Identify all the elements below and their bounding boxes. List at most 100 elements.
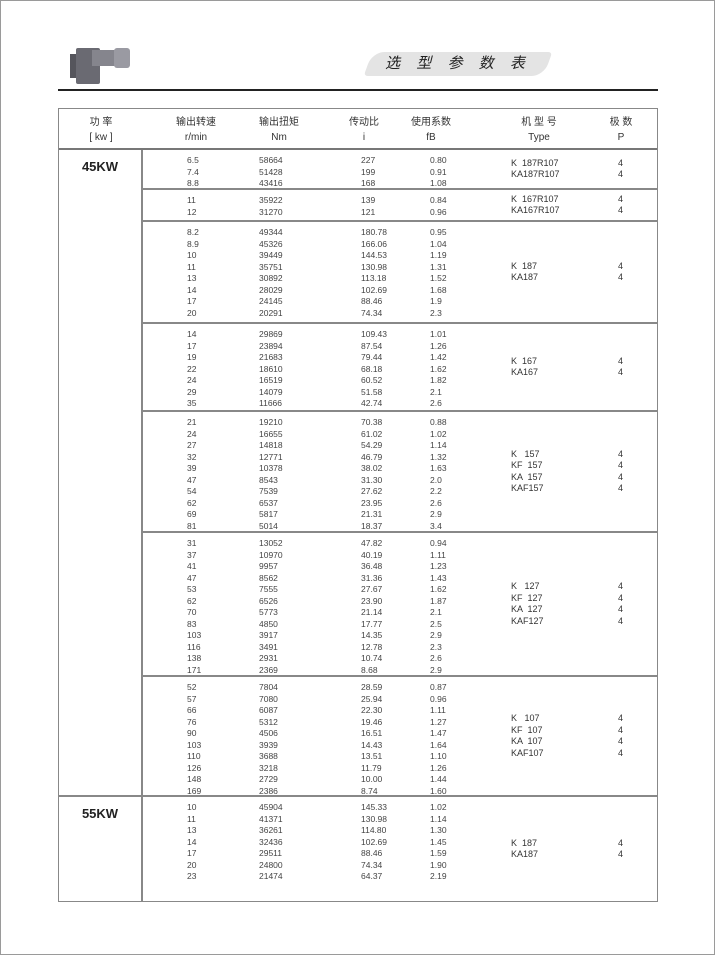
ratio: 10.74: [361, 653, 383, 663]
speed: 14: [187, 284, 197, 295]
ratio: 51.58: [361, 386, 383, 397]
table-row: 47 8543 31.30 2.0: [143, 475, 657, 487]
table-row: 13 30892 113.18 1.52: [143, 273, 657, 285]
column-header-cn: 极 数: [609, 117, 633, 128]
type-entry: KAF127 4: [511, 616, 661, 628]
table-row: 76 5312 19.46 1.27: [143, 717, 657, 729]
torque: 41371: [259, 813, 283, 824]
torque: 31270: [259, 206, 283, 217]
ratio: 14.43: [361, 739, 383, 750]
page-title: 选 型 参 数 表: [385, 55, 531, 72]
torque: 14079: [259, 386, 283, 397]
ratio: 70.38: [361, 417, 383, 427]
service-factor: 1.47: [430, 728, 447, 738]
ratio: 17.77: [361, 618, 383, 629]
table-row: 90 4506 16.51 1.47: [143, 728, 657, 740]
table-row: 54 7539 27.62 2.2: [143, 486, 657, 498]
torque: 10970: [259, 549, 283, 560]
model-group: 11 35922 139 0.84 12 31270 121 0.96 K 167R107 4 KA…: [143, 190, 657, 222]
column-header-unit: fB: [426, 132, 436, 143]
ratio: 11.79: [361, 762, 382, 773]
ratio: 102.69: [361, 284, 387, 295]
speed: 17: [187, 296, 197, 306]
ratio: 14.35: [361, 630, 383, 640]
type-entry: KA 107 4: [511, 736, 661, 748]
torque: 13052: [259, 538, 283, 548]
column-header: 使用系数 fB: [391, 115, 471, 145]
column-header-unit: Type: [528, 132, 550, 143]
torque: 16655: [259, 428, 283, 439]
type-name: K 167R107: [511, 193, 559, 204]
service-factor: 0.91: [430, 166, 447, 177]
torque: 7080: [259, 693, 278, 704]
type-entry: KA 127 4: [511, 604, 661, 616]
type-entry: K 187R107 4: [511, 158, 661, 170]
type-name: KA 127: [511, 604, 543, 614]
table-row: 13 36261 114.80 1.30: [143, 825, 657, 837]
service-factor: 2.5: [430, 618, 442, 629]
speed: 14: [187, 329, 197, 339]
type-entry: KA167R107 4: [511, 205, 661, 217]
model-groups: 10 45904 145.33 1.02 11 41371 130.98 1.14 13 3626…: [143, 797, 657, 901]
type-name: K 127: [511, 581, 540, 591]
ratio: 130.98: [361, 813, 387, 824]
type-entry: K 107 4: [511, 713, 661, 725]
service-factor: 1.44: [430, 774, 447, 784]
speed: 81: [187, 520, 197, 531]
ratio: 31.36: [361, 572, 383, 583]
table-row: 8.8 43416 168 1.08: [143, 178, 657, 190]
type-entry: KF 127 4: [511, 593, 661, 605]
speed: 47: [187, 572, 197, 583]
poles: 4: [618, 193, 624, 204]
torque: 2931: [259, 653, 278, 663]
speed: 148: [187, 774, 202, 784]
ratio: 36.48: [361, 561, 383, 571]
speed: 21: [187, 417, 197, 427]
speed: 20: [187, 307, 197, 318]
torque: 7804: [259, 682, 278, 692]
column-header-unit: P: [617, 132, 625, 143]
table-row: 8.2 49344 180.78 0.95: [143, 227, 657, 239]
torque: 23894: [259, 340, 283, 351]
column-header-unit: [ kw ]: [89, 132, 113, 143]
service-factor: 1.08: [430, 178, 447, 188]
service-factor: 2.1: [430, 607, 442, 617]
service-factor: 1.32: [430, 451, 447, 462]
speed: 53: [187, 584, 197, 594]
torque: 35751: [259, 261, 283, 272]
type-entry: KAF157 4: [511, 483, 661, 495]
poles: 4: [618, 272, 624, 282]
type-list: K 187 4 KA187 4: [511, 222, 661, 322]
ratio: 19.46: [361, 716, 383, 727]
model-group: 52 7804 28.59 0.87 57 7080 25.94 0.96 66 6087 22.3…: [143, 677, 657, 796]
service-factor: 1.19: [430, 250, 447, 260]
torque: 4850: [259, 618, 278, 629]
speed: 13: [187, 273, 197, 283]
type-name: KA 107: [511, 736, 543, 746]
ratio: 21.14: [361, 607, 383, 617]
speed: 10: [187, 250, 197, 260]
table-row: 14 28029 102.69 1.68: [143, 285, 657, 297]
torque: 45326: [259, 238, 283, 249]
power-block: 45KW 6.5 58664 227 0.80 7.4 51428 199 0.91 8.8 434…: [59, 150, 657, 797]
ratio: 121: [361, 206, 376, 217]
service-factor: 1.26: [430, 762, 447, 773]
speed: 24: [187, 428, 197, 439]
service-factor: 2.9: [430, 509, 442, 519]
torque: 2386: [259, 785, 278, 796]
power-label: 55KW: [59, 797, 143, 901]
service-factor: 1.52: [430, 273, 447, 283]
torque: 39449: [259, 250, 283, 260]
service-factor: 1.30: [430, 825, 447, 835]
type-entry: KA187R107 4: [511, 169, 661, 181]
gearmotor-logo: [62, 44, 132, 86]
column-header: 极 数 P: [581, 115, 661, 145]
torque: 3491: [259, 641, 278, 652]
table-row: 35 11666 42.74 2.6: [143, 398, 657, 410]
service-factor: 2.9: [430, 630, 442, 640]
header-rule: [58, 89, 658, 91]
service-factor: 0.94: [430, 538, 447, 548]
ratio: 145.33: [361, 802, 387, 812]
torque: 3218: [259, 762, 278, 773]
service-factor: 1.90: [430, 859, 447, 870]
